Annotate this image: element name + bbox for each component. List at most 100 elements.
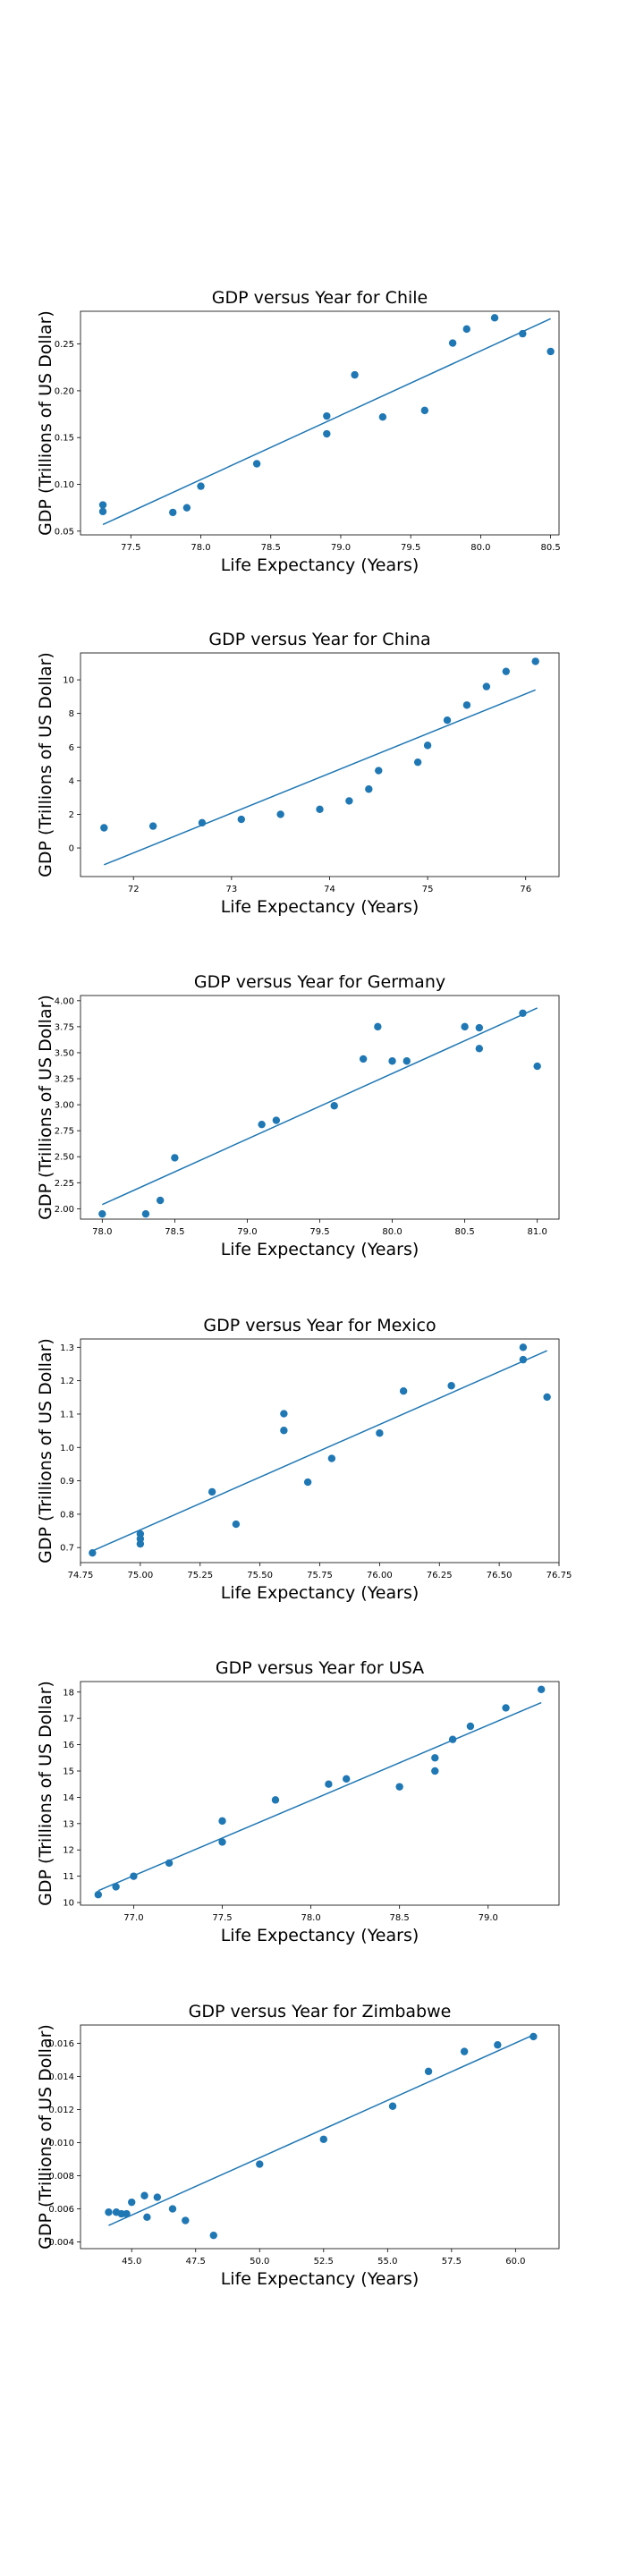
data-point — [399, 1387, 408, 1395]
y-tick-label: 12 — [63, 1846, 74, 1856]
data-point — [303, 1478, 312, 1487]
data-point — [424, 2067, 433, 2076]
x-tick-label: 73 — [225, 885, 237, 894]
x-axis-label: Life Expectancy (Years) — [221, 555, 419, 575]
data-point — [462, 325, 470, 334]
data-point — [448, 1735, 457, 1743]
y-tick-label: 0.05 — [55, 527, 74, 537]
data-point — [531, 657, 539, 665]
plot-frame — [80, 1681, 560, 1906]
x-tick-label: 75.00 — [128, 1571, 154, 1580]
x-tick-label: 75 — [422, 885, 434, 894]
data-point — [490, 314, 499, 322]
regression-line — [108, 2034, 534, 2226]
y-tick-label: 4 — [69, 776, 74, 786]
data-point — [351, 370, 359, 379]
x-tick-label: 52.5 — [314, 2257, 334, 2267]
x-tick-label: 79.0 — [237, 1227, 257, 1237]
y-tick-label: 0.010 — [48, 2139, 74, 2148]
x-tick-label: 72 — [128, 885, 140, 894]
chart-title: GDP versus Year for Germany — [194, 972, 445, 992]
data-point — [218, 1817, 226, 1826]
data-point — [502, 667, 510, 675]
regression-line — [97, 1701, 542, 1892]
y-tick-label: 0.004 — [48, 2238, 74, 2248]
data-point — [494, 2041, 502, 2049]
plot-frame — [80, 310, 560, 536]
data-point — [519, 1343, 528, 1352]
y-tick-label: 0.8 — [60, 1510, 74, 1520]
y-tick-label: 1.2 — [60, 1377, 74, 1386]
data-point — [94, 1891, 103, 1899]
data-point — [280, 1410, 288, 1418]
x-axis-label: Life Expectancy (Years) — [221, 1240, 419, 1259]
data-point — [105, 2208, 113, 2216]
y-axis-label: GDP (Trillions of US Dollar) — [36, 1338, 55, 1563]
y-tick-label: 1.1 — [60, 1410, 74, 1419]
x-tick-label: 45.0 — [122, 2257, 141, 2267]
y-tick-label: 1.3 — [60, 1343, 74, 1353]
data-point — [136, 1530, 145, 1538]
x-tick-label: 78.5 — [390, 1913, 410, 1923]
y-axis-label: GDP (Trillions of US Dollar) — [36, 310, 55, 536]
y-tick-label: 4.00 — [55, 996, 74, 1006]
y-tick-label: 10 — [63, 676, 74, 686]
x-tick-label: 78.0 — [92, 1227, 112, 1237]
data-point — [423, 741, 432, 750]
y-tick-label: 3.50 — [55, 1048, 74, 1058]
data-point — [169, 508, 177, 517]
chart-panel: GDP versus Year for USA 77.0 77.5 78.0 78.5 7… — [36, 1658, 560, 1945]
x-tick-label: 80.5 — [540, 543, 560, 553]
y-axis-label: GDP (Trillions of US Dollar) — [36, 2024, 55, 2250]
data-point — [375, 767, 383, 775]
chart-panel: GDP versus Year for Mexico 74.75 75.00 75.2… — [36, 1316, 572, 1603]
x-tick-label: 77.0 — [123, 1913, 143, 1923]
x-tick-label: 79.0 — [331, 543, 351, 553]
y-tick-label: 2.25 — [55, 1179, 74, 1189]
chart-panel: GDP versus Year for Germany 78.0 78.5 79.0 7… — [36, 972, 560, 1259]
data-point — [466, 1722, 475, 1731]
chart-title: GDP versus Year for USA — [216, 1658, 424, 1678]
x-tick-label: 74.75 — [68, 1571, 94, 1580]
data-point — [256, 2160, 264, 2168]
data-point — [460, 2047, 469, 2055]
data-point — [100, 824, 108, 832]
x-tick-label: 76.25 — [427, 1571, 453, 1580]
y-axis-label: GDP (Trillions of US Dollar) — [36, 652, 55, 877]
data-point — [98, 507, 107, 516]
data-point — [447, 1382, 455, 1390]
data-point — [182, 2216, 190, 2224]
data-point — [148, 822, 157, 830]
plot-frame — [80, 1338, 560, 1563]
data-point — [208, 1487, 216, 1496]
data-point — [388, 2102, 397, 2110]
data-point — [272, 1116, 281, 1124]
x-tick-label: 75.50 — [247, 1571, 273, 1580]
data-point — [237, 815, 245, 824]
data-point — [388, 1057, 396, 1065]
x-tick-label: 80.0 — [382, 1227, 402, 1237]
data-point — [168, 2205, 177, 2213]
x-axis-label: Life Expectancy (Years) — [221, 2269, 419, 2289]
data-point — [153, 2193, 162, 2201]
data-point — [475, 1045, 484, 1053]
y-tick-label: 2.75 — [55, 1127, 74, 1137]
data-point — [502, 1704, 510, 1712]
y-tick-label: 18 — [63, 1688, 74, 1698]
x-tick-label: 50.0 — [250, 2257, 269, 2267]
data-point — [537, 1685, 546, 1694]
data-point — [112, 1883, 120, 1891]
y-tick-label: 11 — [63, 1872, 74, 1882]
data-point — [327, 1454, 336, 1462]
y-tick-label: 3.00 — [55, 1101, 74, 1111]
data-point — [482, 682, 491, 691]
data-point — [365, 785, 373, 793]
y-tick-label: 0.10 — [55, 480, 74, 490]
y-tick-label: 0 — [69, 844, 74, 854]
x-tick-label: 81.0 — [528, 1227, 547, 1237]
data-point — [319, 2135, 327, 2143]
y-tick-label: 6 — [69, 743, 74, 753]
y-tick-label: 8 — [69, 709, 74, 719]
data-point — [448, 339, 457, 347]
